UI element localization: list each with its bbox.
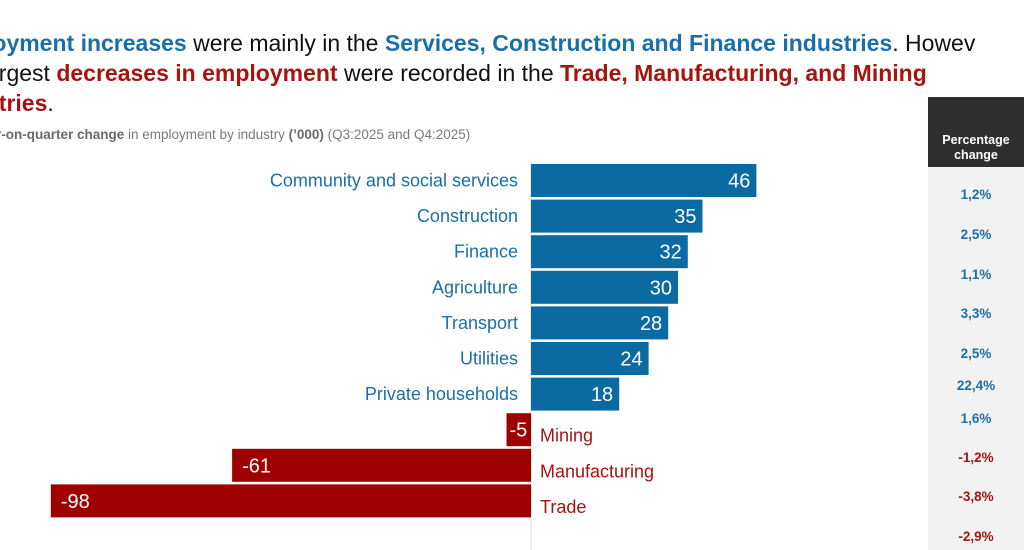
category-label-4: Transport: [442, 313, 518, 333]
headline-decreases: decreases in employment: [56, 60, 338, 86]
bar-0: [531, 164, 757, 197]
percentage-change-4: 2,5%: [960, 346, 992, 361]
category-label-8: Manufacturing: [540, 461, 654, 481]
headline-growth-industries: Services, Construction and Finance indus…: [384, 30, 893, 56]
percentage-change-header: Percentage change: [928, 97, 1024, 167]
percentage-change-2: 1,1%: [960, 267, 992, 282]
headline-decline-industries-2: stries: [0, 90, 48, 116]
percentage-change-0: 1,2%: [960, 187, 992, 202]
value-label-0: 46: [728, 171, 750, 193]
percentage-change-1: 2,5%: [960, 227, 992, 242]
value-label-2: 32: [660, 242, 682, 264]
value-label-6: 18: [591, 384, 613, 406]
percentage-change-5: 22,4%: [956, 378, 996, 393]
bar-9: [50, 484, 532, 518]
category-label-2: Finance: [454, 242, 518, 262]
category-label-0: Community and social services: [270, 171, 518, 191]
percentage-change-3: 3,3%: [960, 306, 992, 321]
subtitle-bold-1: r-on-quarter change: [0, 127, 125, 142]
bar-5: [531, 342, 649, 375]
value-label-9: -98: [61, 491, 90, 513]
subtitle-mid: in employment by industry: [124, 127, 289, 142]
percentage-change-7: -1,2%: [958, 450, 994, 465]
bar-6: [531, 377, 620, 411]
value-label-1: 35: [674, 206, 696, 228]
subtitle-end: (Q3:2025 and Q4:2025): [323, 127, 471, 142]
value-label-3: 30: [650, 277, 672, 299]
percentage-change-panel: [928, 167, 1024, 550]
headline-decline-industries: Trade, Manufacturing, and Mining: [560, 60, 927, 86]
value-label-8: -61: [242, 455, 271, 477]
bar-4: [531, 306, 669, 340]
subtitle-bold-2: (’000): [288, 127, 324, 142]
value-label-4: 28: [640, 313, 662, 335]
category-label-3: Agriculture: [432, 277, 518, 297]
percentage-change-9: -2,9%: [958, 529, 994, 544]
headline-increases: loyment increases: [0, 30, 187, 56]
headline-text-2: . Howev: [892, 30, 976, 56]
value-label-7: -5: [510, 420, 528, 442]
bar-2: [531, 235, 688, 269]
percentage-change-8: -3,8%: [958, 489, 994, 504]
headline-text-3: argest: [0, 60, 50, 86]
percentage-change-6: 1,6%: [960, 411, 992, 426]
headline-text-5: .: [47, 90, 54, 116]
bar-8: [232, 448, 531, 482]
bar-3: [531, 270, 678, 304]
bar-7: [506, 413, 531, 447]
headline-text-1: were mainly in the: [186, 30, 385, 56]
value-label-5: 24: [620, 349, 642, 371]
category-label-1: Construction: [417, 206, 518, 226]
category-label-5: Utilities: [460, 349, 518, 369]
chart-subtitle: r-on-quarter change in employment by ind…: [0, 127, 470, 142]
bar-1: [531, 199, 703, 233]
category-label-6: Private households: [365, 384, 518, 404]
headline: loyment increases were mainly in the Ser…: [0, 28, 1024, 118]
category-label-7: Mining: [540, 426, 593, 446]
category-label-9: Trade: [540, 497, 586, 517]
headline-text-4: were recorded in the: [337, 60, 561, 86]
